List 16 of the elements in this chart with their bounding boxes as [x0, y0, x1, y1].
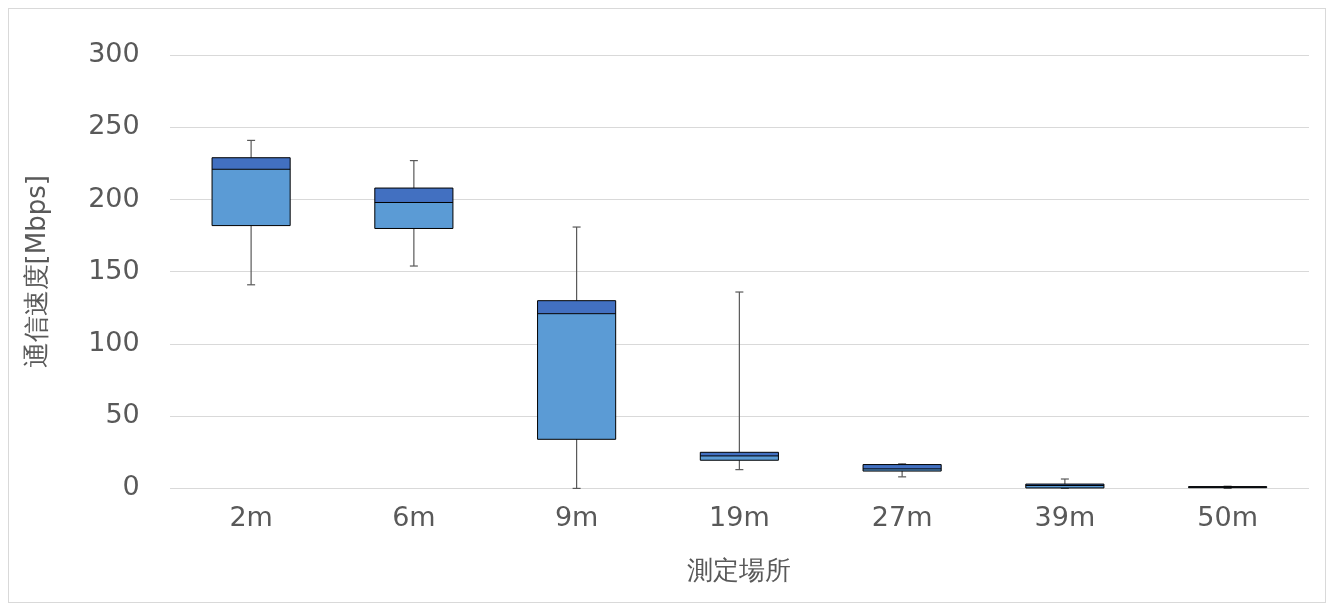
- x-tick-label: 2m: [229, 500, 273, 532]
- x-tick-label: 9m: [554, 500, 599, 532]
- y-tick-label: 0: [122, 470, 140, 502]
- x-tick-label: 19m: [709, 500, 770, 532]
- x-tick-label: 27m: [871, 500, 933, 532]
- x-tick-label: 39m: [1034, 500, 1096, 532]
- y-tick-label: 250: [88, 109, 140, 141]
- x-axis-title: 測定場所: [687, 555, 792, 586]
- y-tick-label: 200: [88, 181, 140, 213]
- y-tick-label: 100: [88, 326, 140, 358]
- y-axis-title: 通信速度[Mbps]: [21, 175, 52, 369]
- x-tick-label: 6m: [392, 500, 436, 532]
- y-tick-label: 150: [88, 253, 140, 285]
- y-tick-label: 300: [88, 37, 140, 69]
- x-tick-label: 50m: [1197, 500, 1258, 532]
- y-tick-label: 50: [105, 398, 140, 430]
